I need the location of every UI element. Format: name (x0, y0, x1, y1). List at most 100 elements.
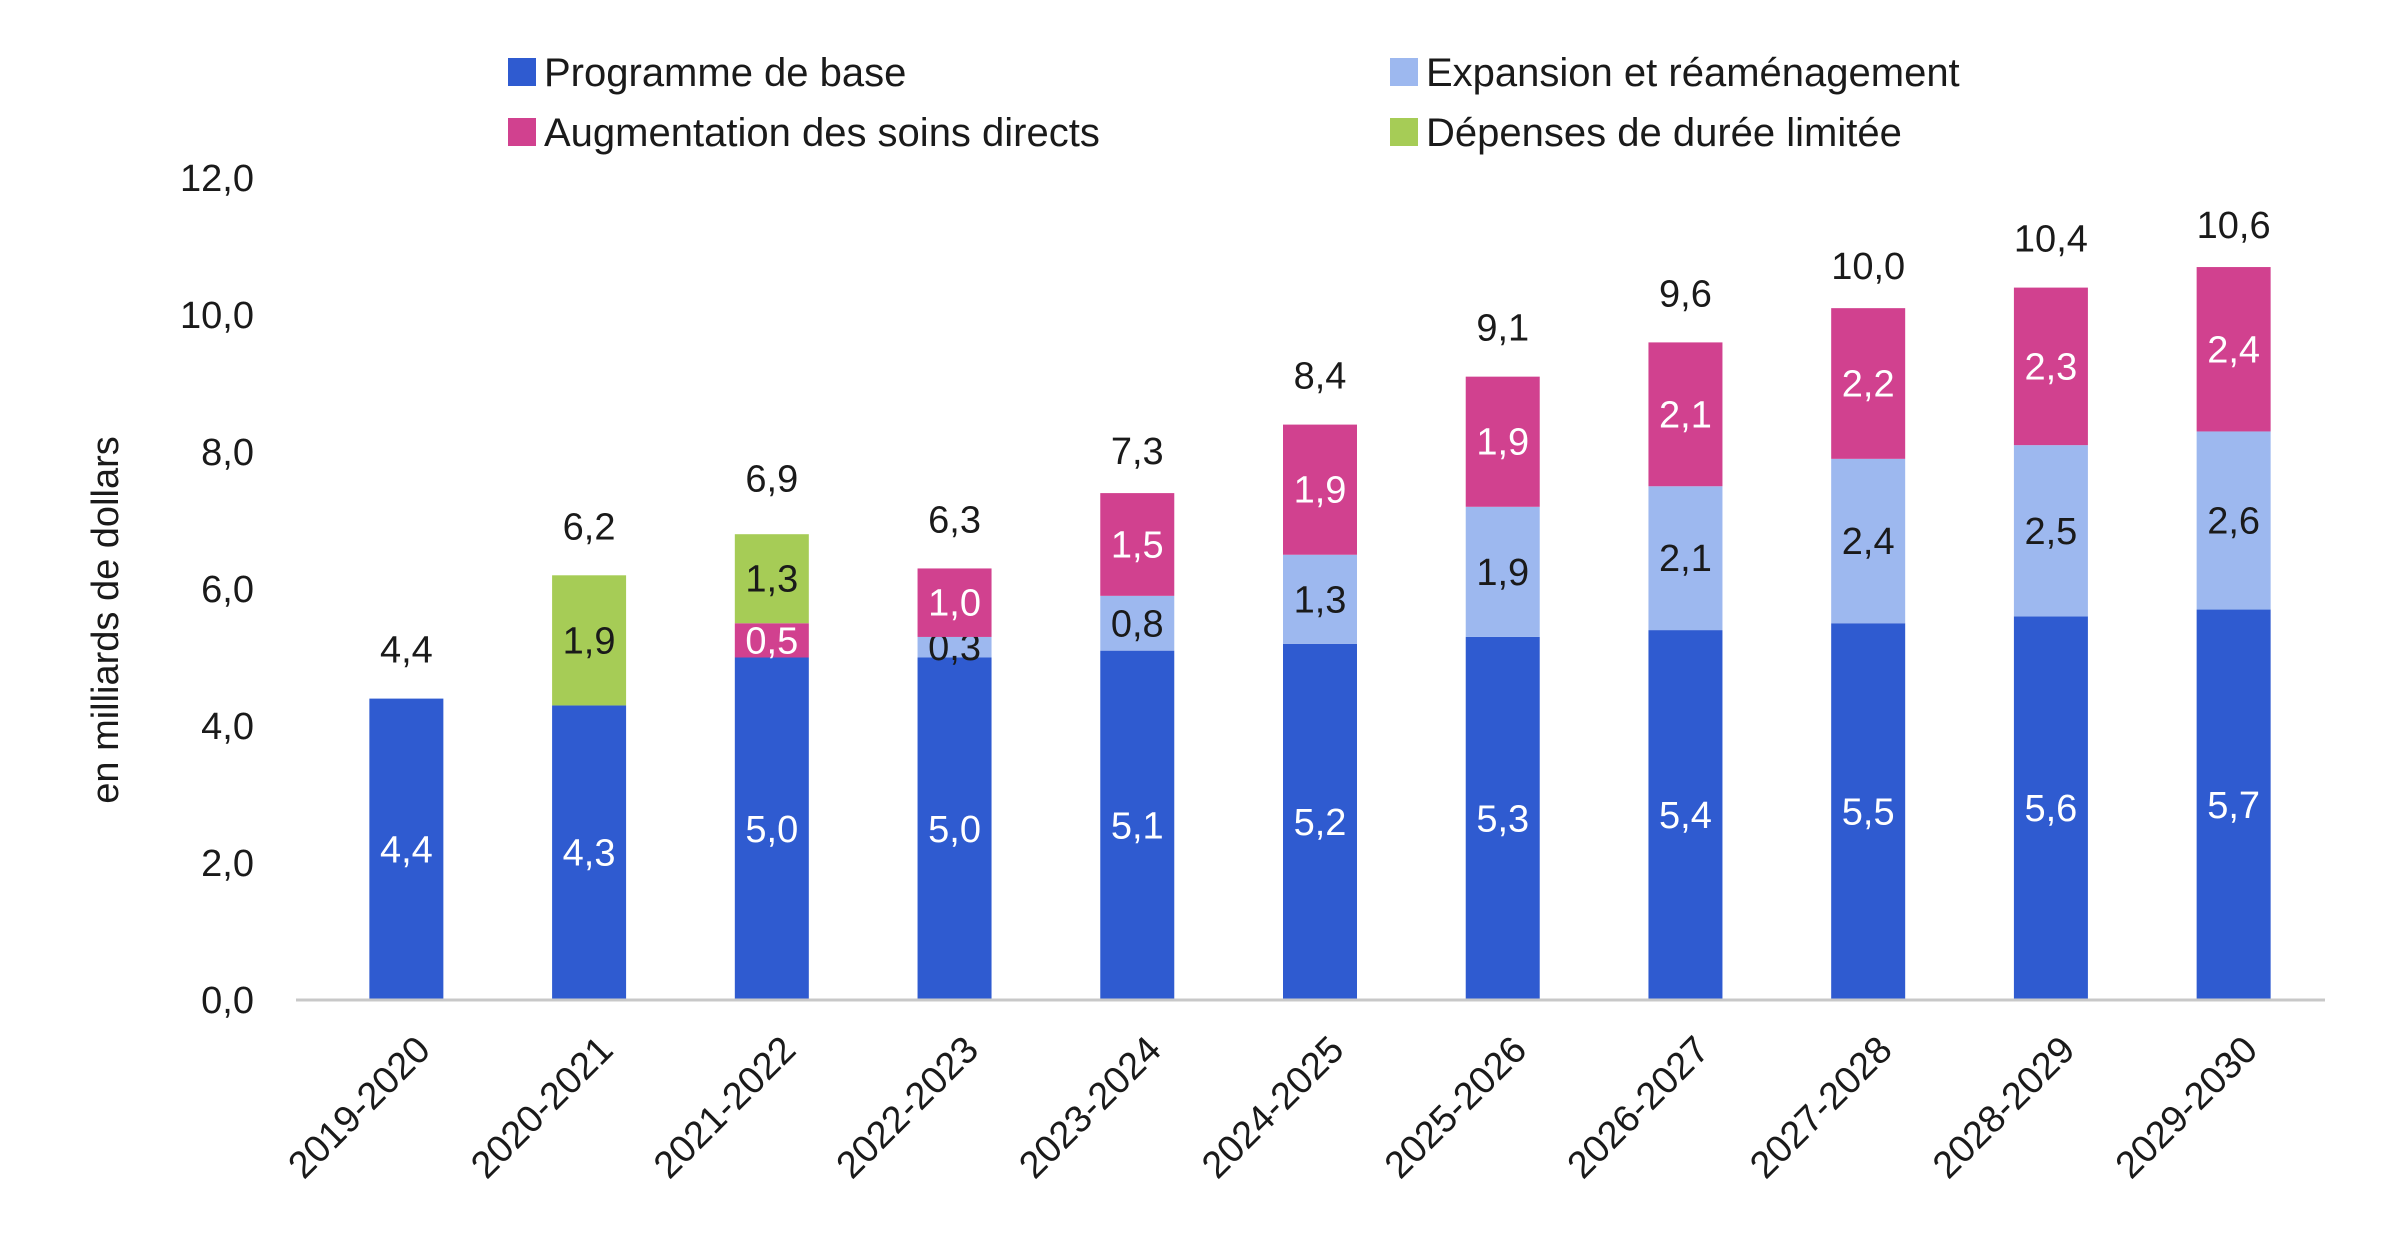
legend-swatch-4 (1390, 118, 1418, 146)
data-label: 5,4 (1659, 795, 1712, 837)
data-label: 5,0 (928, 809, 981, 851)
total-label: 10,0 (1831, 246, 1905, 288)
total-label: 6,2 (563, 506, 616, 548)
bar-segment (2013, 287, 2088, 446)
bar-segment (917, 636, 992, 658)
bar-segment (2196, 431, 2271, 610)
data-label: 5,0 (745, 809, 798, 851)
data-label: 1,5 (1111, 524, 1164, 566)
data-label: 0,5 (745, 620, 798, 662)
x-axis: 2019-2020 2020-2021 2021-2022 2022-2023 2023… (281, 998, 2325, 1187)
bar-segment (917, 568, 992, 637)
y-axis: 0,0 2,0 4,0 6,0 8,0 10,0 12,0 (180, 158, 254, 1022)
data-label: 1,0 (928, 583, 981, 625)
x-tick-label: 2019-2020 (281, 1029, 439, 1187)
x-tick-label: 2025-2026 (1377, 1029, 1535, 1187)
y-tick-label: 4,0 (201, 706, 254, 748)
bar-segment (1465, 636, 1540, 1000)
bar-segment (2013, 616, 2088, 1000)
data-label: 2,4 (1842, 521, 1895, 563)
x-tick-label: 2023-2024 (1011, 1029, 1169, 1187)
y-tick-label: 12,0 (180, 158, 254, 200)
legend-label-3: Augmentation des soins directs (544, 111, 1100, 155)
bar-segment (552, 575, 627, 706)
bar-segment (1465, 506, 1540, 637)
data-label: 2,4 (2207, 329, 2260, 371)
legend-label-1: Programme de base (544, 51, 906, 95)
total-label: 4,4 (380, 630, 433, 672)
data-label: 0,8 (1111, 603, 1164, 645)
data-label: 5,5 (1842, 792, 1895, 834)
chart-legend: Programme de base Expansion et réaménagem… (508, 51, 1960, 155)
data-label: 1,3 (1294, 579, 1347, 621)
bar-segment (1831, 308, 1906, 459)
legend-swatch-1 (508, 58, 536, 86)
data-label: 5,6 (2024, 788, 2077, 830)
bar-segment (2196, 609, 2271, 1000)
bar-segment (734, 623, 809, 658)
bar-segment (369, 698, 444, 1000)
y-tick-label: 2,0 (201, 843, 254, 885)
total-label: 9,1 (1476, 308, 1529, 350)
data-label: 2,1 (1659, 394, 1712, 436)
bar-segment (1100, 595, 1175, 651)
data-label: 4,3 (563, 833, 616, 875)
data-label: 5,2 (1294, 802, 1347, 844)
data-label: 2,6 (2207, 501, 2260, 543)
legend-label-4: Dépenses de durée limitée (1426, 111, 1902, 155)
data-label: 5,1 (1111, 805, 1164, 847)
data-label: 5,7 (2207, 785, 2260, 827)
bar-segment (1648, 486, 1723, 631)
total-label: 10,6 (2197, 205, 2271, 247)
x-tick-label: 2020-2021 (463, 1029, 621, 1187)
bar-segment (1283, 554, 1357, 644)
total-label: 9,6 (1659, 273, 1712, 315)
x-tick-label: 2024-2025 (1194, 1029, 1352, 1187)
y-tick-label: 6,0 (201, 569, 254, 611)
y-tick-label: 8,0 (201, 432, 254, 474)
x-tick-label: 2021-2022 (646, 1029, 804, 1187)
data-label: 4,4 (380, 829, 433, 871)
y-tick-label: 0,0 (201, 980, 254, 1022)
bar-segment (1831, 623, 1906, 1000)
total-label: 10,4 (2014, 219, 2088, 261)
bar-segment (552, 705, 627, 1000)
data-label: 2,2 (1842, 364, 1895, 406)
x-tick-label: 2029-2030 (2108, 1029, 2266, 1187)
x-tick-label: 2027-2028 (1742, 1029, 1900, 1187)
legend-swatch-3 (508, 118, 536, 146)
data-label: 2,3 (2024, 346, 2077, 388)
bars: 4,44,44,31,96,25,00,51,36,95,00,31,06,35… (369, 205, 2271, 1000)
x-tick-label: 2022-2023 (829, 1029, 987, 1187)
bar-segment (1831, 458, 1906, 624)
bar-segment (734, 534, 809, 624)
total-label: 8,4 (1294, 356, 1347, 398)
bar-segment (1283, 643, 1357, 1000)
bar-segment (1283, 424, 1357, 555)
x-tick-label: 2026-2027 (1560, 1029, 1718, 1187)
bar-segment (1648, 630, 1723, 1000)
data-label: 1,9 (1476, 552, 1529, 594)
y-axis-label: en milliards de dollars (85, 436, 127, 804)
data-label: 1,9 (1476, 422, 1529, 464)
total-label: 6,3 (928, 499, 981, 541)
data-label: 1,9 (1294, 470, 1347, 512)
data-label: 1,3 (745, 559, 798, 601)
total-label: 7,3 (1111, 431, 1164, 473)
total-label: 6,9 (745, 458, 798, 500)
bar-segment (2013, 445, 2088, 617)
bar-segment (1100, 650, 1175, 1000)
x-tick-label: 2028-2029 (1925, 1029, 2083, 1187)
data-label: 2,5 (2024, 511, 2077, 553)
bar-segment (1648, 342, 1723, 487)
data-label: 5,3 (1476, 798, 1529, 840)
legend-swatch-2 (1390, 58, 1418, 86)
data-label: 2,1 (1659, 538, 1712, 580)
bar-segment (1465, 376, 1540, 507)
bar-segment (2196, 267, 2271, 432)
y-tick-label: 10,0 (180, 295, 254, 337)
data-label: 1,9 (563, 620, 616, 662)
bar-segment (1100, 493, 1175, 596)
legend-label-2: Expansion et réaménagement (1426, 51, 1960, 95)
